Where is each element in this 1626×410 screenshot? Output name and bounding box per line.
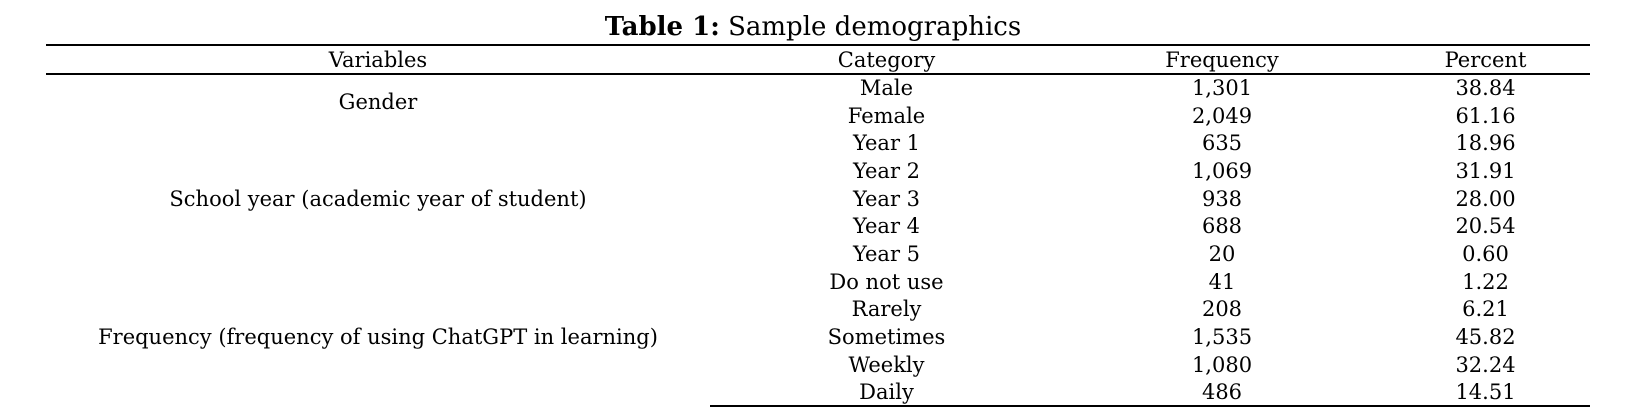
frequency-cell: 20 (1208, 241, 1236, 266)
caption-label: Table 1: (604, 12, 720, 42)
table-row: Year 5 20 0.60 (46, 240, 1590, 268)
table-row: Daily 486 14.51 (46, 378, 1590, 408)
percent-cell: 0.60 (1462, 241, 1509, 266)
table-caption: Table 1: Sample demographics (0, 10, 1626, 44)
table-row: Weekly 1,080 32.24 (46, 351, 1590, 379)
percent-cell: 1.22 (1462, 269, 1509, 294)
category-cell: Year 2 (852, 158, 921, 183)
table-row: Female 2,049 61.16 (46, 102, 1590, 130)
table-row: Year 3 938 28.00 (46, 185, 1590, 213)
percent-cell: 32.24 (1455, 352, 1516, 377)
category-cell: Rarely (851, 297, 922, 322)
frequency-cell: 1,080 (1191, 352, 1253, 377)
percent-cell: 45.82 (1455, 325, 1516, 350)
category-cell: Male (859, 76, 914, 101)
frequency-cell: 688 (1201, 214, 1243, 239)
percent-cell: 28.00 (1455, 186, 1516, 211)
frequency-cell: 1,535 (1191, 325, 1253, 350)
frequency-cell: 41 (1208, 269, 1236, 294)
category-cell: Weekly (848, 352, 925, 377)
category-cell: Female (847, 103, 926, 128)
frequency-cell: 208 (1201, 297, 1243, 322)
frequency-cell: 2,049 (1191, 103, 1253, 128)
frequency-cell: 486 (1063, 378, 1381, 408)
category-cell: Year 3 (852, 186, 921, 211)
frequency-cell: 1,069 (1191, 158, 1253, 183)
percent-cell: 18.96 (1455, 131, 1516, 156)
variable-cell: School year (academic year of student) (169, 186, 587, 211)
variable-cell: Frequency (frequency of using ChatGPT in… (98, 325, 658, 350)
percent-cell: 6.21 (1462, 297, 1509, 322)
frequency-cell: 635 (1201, 131, 1243, 156)
percent-cell: 38.84 (1455, 76, 1516, 101)
table-row: School year (academic year of student) Y… (46, 129, 1590, 210)
header-frequency: Frequency (1063, 44, 1381, 75)
category-cell: Do not use (829, 269, 944, 294)
category-cell: Year 4 (852, 214, 921, 239)
table-header-row: Variables Category Frequency Percent (46, 44, 1590, 75)
frequency-cell: 1,301 (1191, 76, 1253, 101)
frequency-cell: 938 (1201, 186, 1243, 211)
category-cell: Year 1 (852, 131, 921, 156)
variable-cell: Gender (338, 90, 418, 115)
demographics-table: Variables Category Frequency Percent Gen… (46, 44, 1590, 408)
percent-cell: 14.51 (1381, 378, 1590, 408)
caption-title: Sample demographics (728, 12, 1022, 42)
table-row: Rarely 208 6.21 (46, 296, 1590, 324)
category-cell: Sometimes (827, 325, 946, 350)
percent-cell: 31.91 (1455, 158, 1516, 183)
header-percent: Percent (1381, 44, 1590, 75)
table-row: Gender Male 1,301 38.84 (46, 74, 1590, 114)
percent-cell: 20.54 (1455, 214, 1516, 239)
percent-cell: 61.16 (1455, 103, 1516, 128)
table-row: Frequency (frequency of using ChatGPT in… (46, 268, 1590, 349)
header-category: Category (710, 44, 1063, 75)
table-row: Year 2 1,069 31.91 (46, 157, 1590, 185)
table-row: Sometimes 1,535 45.82 (46, 323, 1590, 351)
category-cell: Year 5 (852, 241, 921, 266)
header-variables: Variables (46, 44, 710, 75)
category-cell: Daily (710, 378, 1063, 408)
table-row: Year 4 688 20.54 (46, 212, 1590, 240)
